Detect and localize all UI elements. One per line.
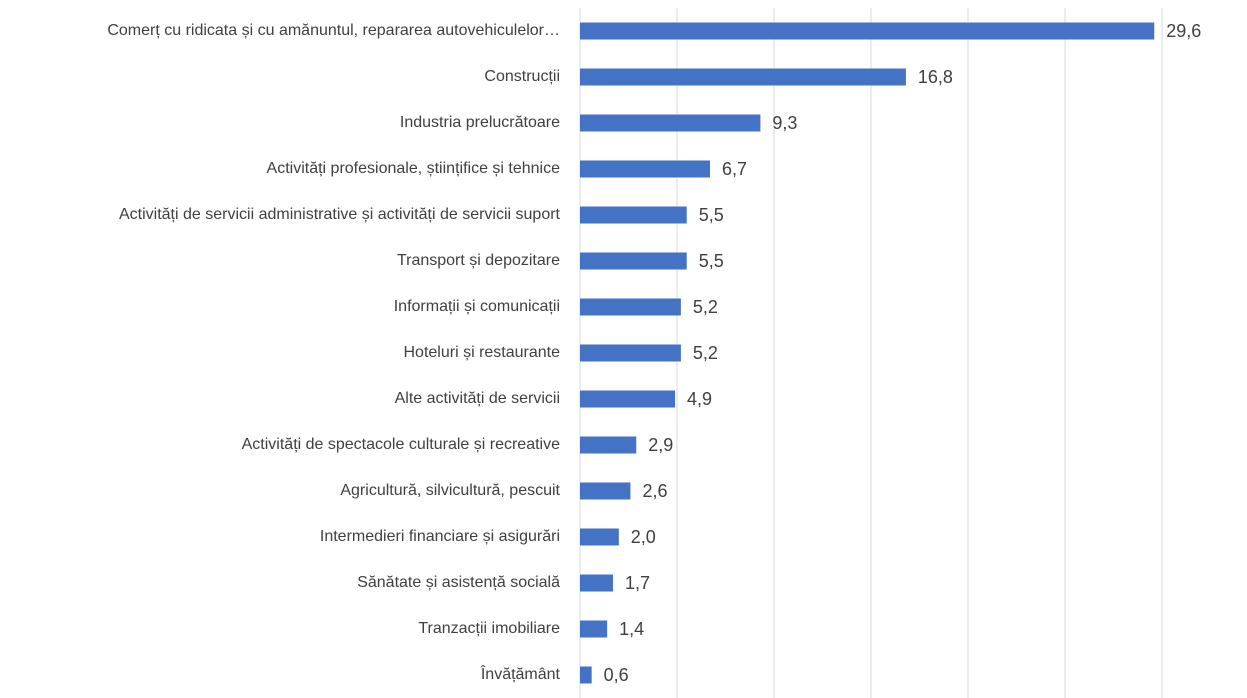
- bar: [580, 22, 1155, 40]
- bar: [580, 528, 619, 546]
- bar: [580, 298, 681, 316]
- bar: [580, 436, 637, 454]
- value-label: 4,9: [687, 389, 712, 409]
- category-label: Activități de servicii administrative și…: [119, 206, 561, 223]
- category-label: Informații și comunicații: [394, 298, 560, 315]
- bar: [580, 620, 608, 638]
- value-label: 1,7: [625, 573, 650, 593]
- category-label: Industria prelucrătoare: [400, 114, 560, 131]
- bar: [580, 574, 613, 592]
- value-label: 5,2: [693, 297, 718, 317]
- category-label: Alte activități de servicii: [395, 390, 560, 407]
- bar: [580, 68, 906, 86]
- value-label: 0,6: [604, 665, 629, 685]
- bar: [580, 344, 681, 362]
- category-label: Comerț cu ridicata și cu amănuntul, repa…: [107, 22, 560, 39]
- value-label: 2,6: [642, 481, 667, 501]
- category-label: Agricultură, silvicultură, pescuit: [340, 482, 560, 499]
- value-label: 5,2: [693, 343, 718, 363]
- value-label: 5,5: [699, 251, 724, 271]
- category-label: Transport și depozitare: [397, 252, 560, 269]
- value-label: 16,8: [918, 67, 953, 87]
- bar: [580, 114, 761, 132]
- category-label: Construcții: [484, 68, 560, 85]
- category-label: Intermedieri financiare și asigurări: [320, 528, 560, 545]
- bar: [580, 482, 631, 500]
- value-label: 5,5: [699, 205, 724, 225]
- value-label: 9,3: [772, 113, 797, 133]
- bar: [580, 252, 687, 270]
- bar: [580, 206, 687, 224]
- category-label: Tranzacții imobiliare: [418, 620, 560, 637]
- value-label: 29,6: [1166, 21, 1201, 41]
- category-label: Învățământ: [480, 664, 561, 683]
- bar: [580, 390, 676, 408]
- value-label: 2,9: [648, 435, 673, 455]
- value-label: 6,7: [722, 159, 747, 179]
- bar: [580, 160, 710, 178]
- category-label: Activități de spectacole culturale și re…: [242, 436, 560, 453]
- value-label: 2,0: [631, 527, 656, 547]
- category-label: Sănătate și asistență socială: [357, 574, 560, 591]
- category-label: Activități profesionale, științifice și …: [267, 160, 561, 177]
- category-label: Hoteluri și restaurante: [403, 344, 560, 361]
- bar: [580, 666, 592, 684]
- value-label: 1,4: [619, 619, 644, 639]
